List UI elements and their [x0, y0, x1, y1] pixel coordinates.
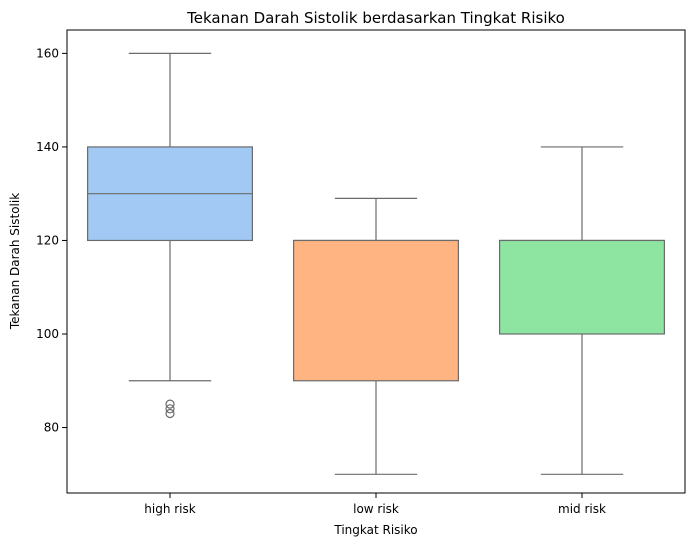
x-tick-label: mid risk	[558, 502, 606, 516]
iqr-box	[499, 239, 666, 335]
x-tick-label: high risk	[144, 502, 195, 516]
plot-area	[86, 52, 666, 475]
x-tick-label: low risk	[353, 502, 399, 516]
y-tick-label: 120	[36, 233, 59, 247]
x-axis-label: Tingkat Risiko	[333, 523, 417, 537]
x-axis: high risk low risk mid risk	[144, 493, 606, 516]
chart-title: Tekanan Darah Sistolik berdasarkan Tingk…	[186, 9, 565, 27]
box-group	[499, 146, 666, 475]
y-tick-label: 80	[44, 421, 59, 435]
y-tick-label: 160	[36, 46, 59, 60]
outlier-point	[165, 404, 175, 414]
y-axis: 80 100 120 140 160	[36, 46, 67, 435]
outlier-point	[165, 408, 175, 419]
iqr-box	[293, 239, 460, 382]
y-axis-label: Tekanan Darah Sistolik	[8, 193, 22, 330]
y-tick-label: 100	[36, 327, 59, 341]
box-group	[293, 197, 460, 475]
y-tick-label: 140	[36, 140, 59, 154]
box-group	[86, 52, 254, 419]
outlier-point	[165, 399, 175, 409]
